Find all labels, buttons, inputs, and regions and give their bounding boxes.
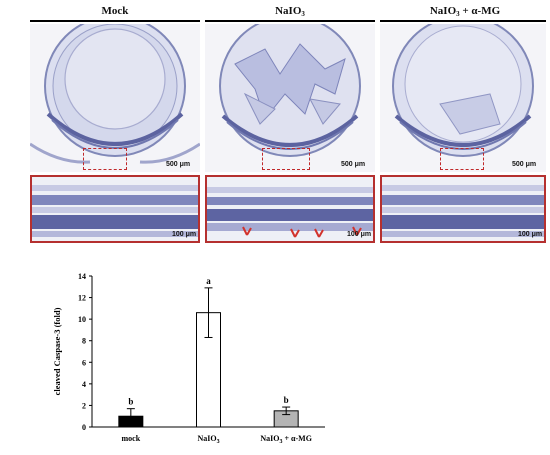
x-tick-label: NaIO3 + α-MG xyxy=(260,434,312,445)
x-tick-label: mock xyxy=(121,434,140,443)
zoom-region-box xyxy=(440,148,484,170)
y-tick-label: 2 xyxy=(82,401,86,410)
y-tick-label: 12 xyxy=(78,294,86,303)
eye-section-image xyxy=(30,24,200,164)
significance-label: a xyxy=(206,276,211,286)
group-title-mock: Mock xyxy=(101,5,129,17)
y-tick-label: 4 xyxy=(82,380,86,389)
scalebar-label: 500 μm xyxy=(512,161,537,168)
eye-overview-naio3: 500 μm xyxy=(205,24,375,172)
x-tick-label: NaIO3 xyxy=(197,434,219,445)
y-axis-label: cleaved Caspase-3 (fold) xyxy=(52,307,62,395)
zoom-region-box xyxy=(262,148,310,170)
retina-zoom-naio3: 100 μm xyxy=(205,175,375,243)
y-tick-label: 8 xyxy=(82,337,86,346)
y-tick-label: 6 xyxy=(82,358,86,367)
scalebar-label: 100 μm xyxy=(172,231,197,238)
scalebar-label: 500 μm xyxy=(166,161,191,168)
eye-overview-naio3-amg: 500 μm xyxy=(380,24,546,172)
damage-arrows xyxy=(242,226,362,238)
retina-zoom-naio3-amg: 100 μm xyxy=(380,175,546,243)
y-tick-label: 10 xyxy=(78,315,86,324)
group-rule-naio3 xyxy=(205,20,375,22)
scalebar-label: 500 μm xyxy=(341,161,366,168)
group-rule-mock xyxy=(30,20,200,22)
group-title-naio3: NaIO3 xyxy=(275,5,305,18)
group-title-naio3-amg: NaIO3 + α-MG xyxy=(429,5,501,18)
eye-overview-mock: 500 μm xyxy=(30,24,200,172)
zoom-region-box xyxy=(83,148,127,170)
scalebar-label: 100 μm xyxy=(347,231,372,238)
y-tick-label: 14 xyxy=(78,272,86,281)
significance-label: b xyxy=(128,397,133,407)
retina-zoom-mock: 100 μm xyxy=(30,175,200,243)
caspase3-bar-chart: 0 2 4 6 8 10 12 14 cleaved Caspase-3 (fold) b mock… xyxy=(52,272,325,445)
y-tick-label: 0 xyxy=(82,423,86,432)
scalebar-label: 100 μm xyxy=(518,231,543,238)
group-rule-naio3-amg xyxy=(380,20,546,22)
eye-section-image xyxy=(392,24,534,157)
significance-label: b xyxy=(284,395,289,405)
